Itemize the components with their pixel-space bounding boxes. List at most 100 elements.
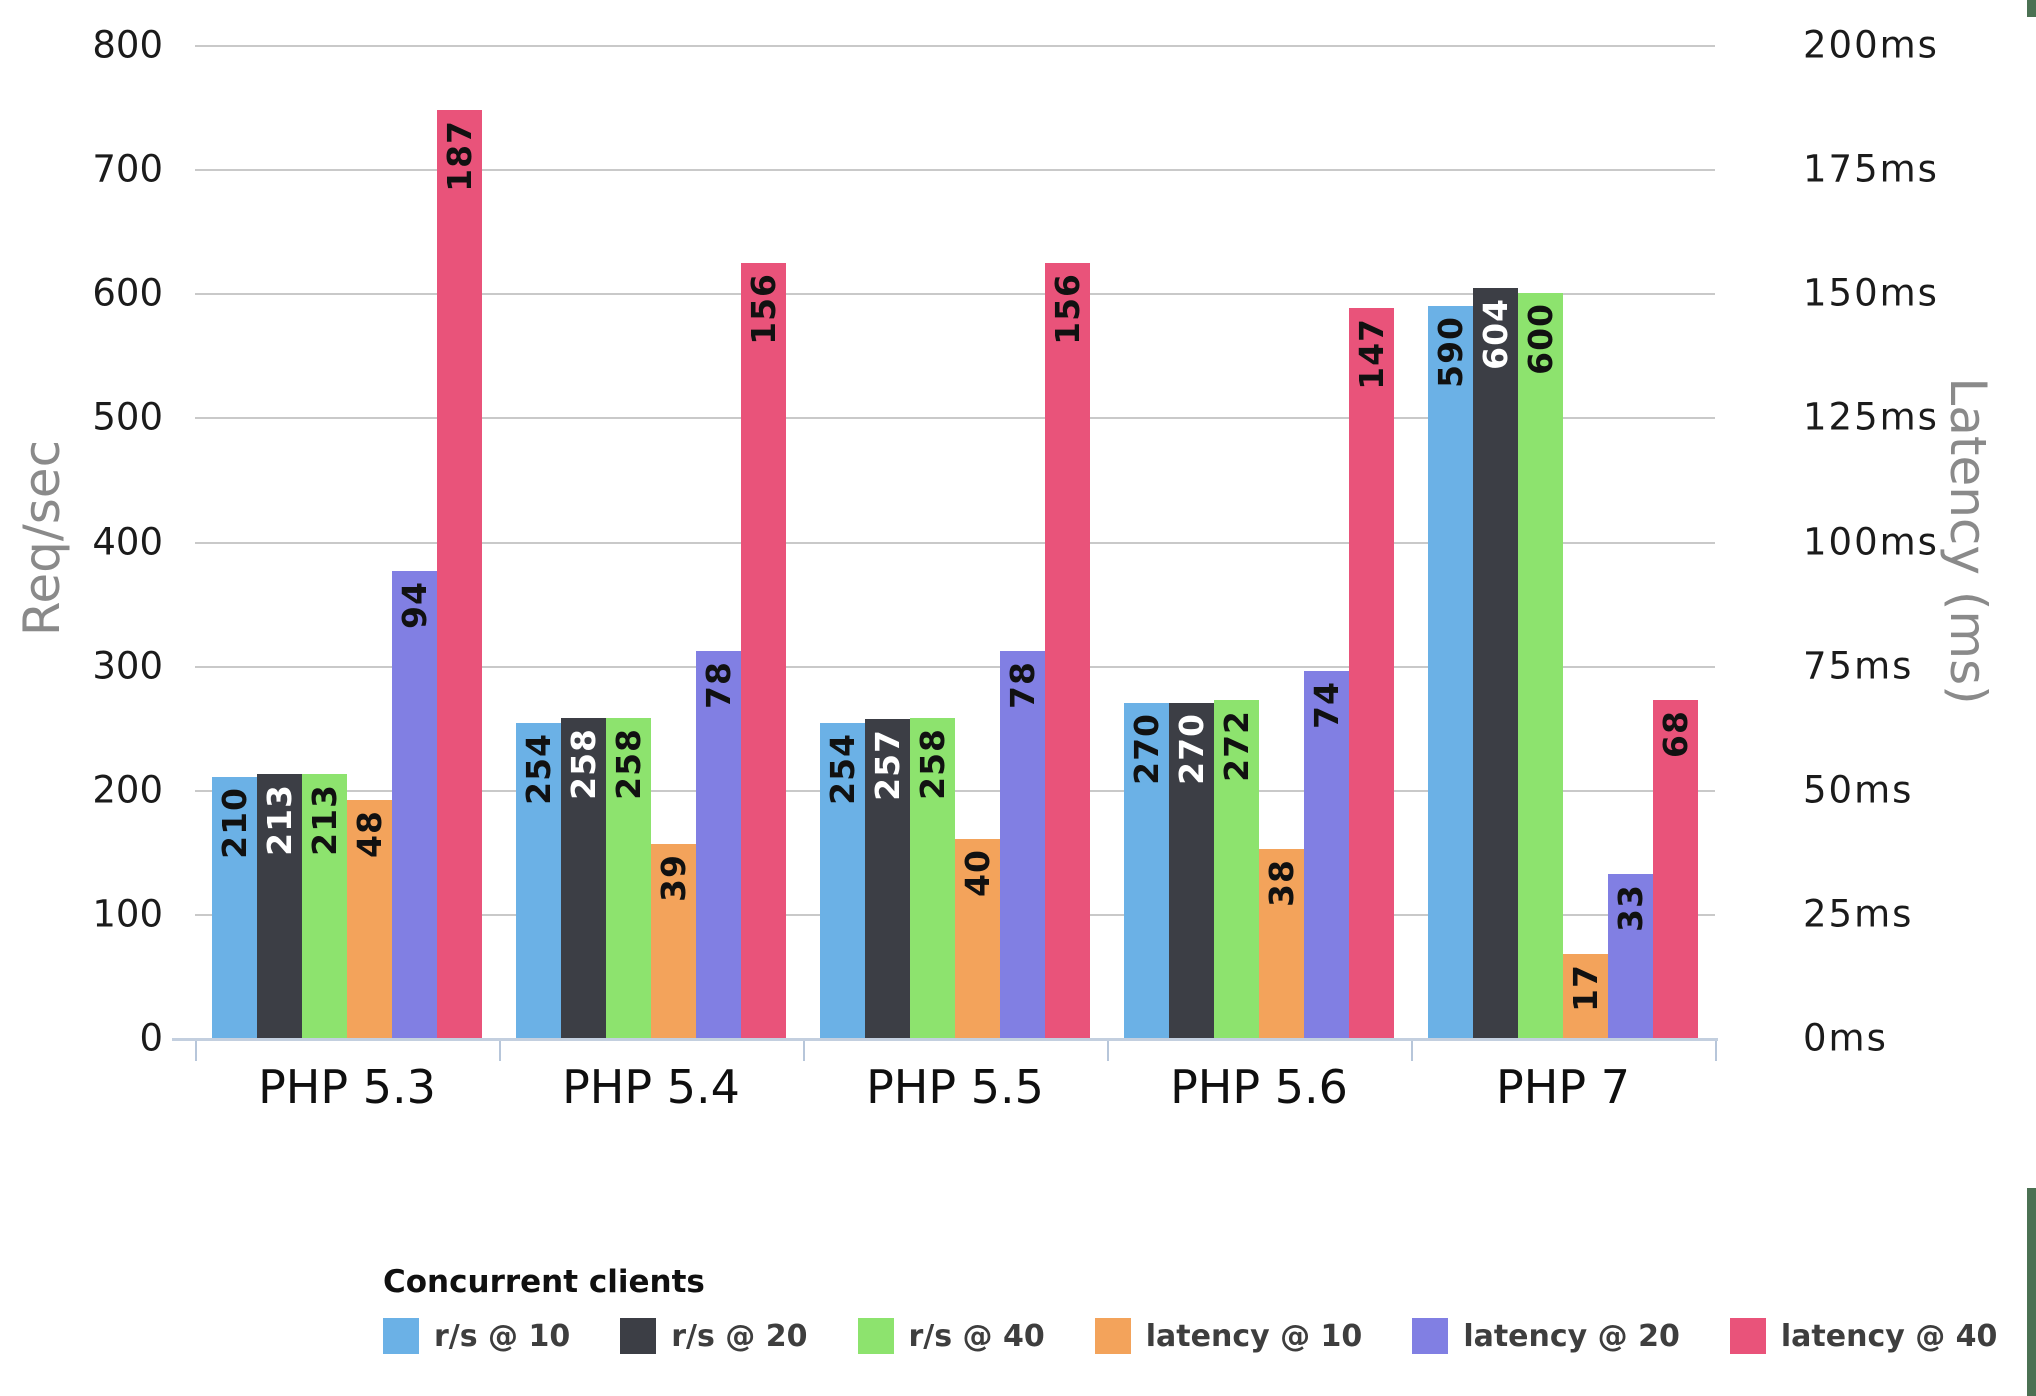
- bar-value-label: 68: [1653, 710, 1698, 758]
- left-axis-tick-label: 200: [92, 768, 163, 812]
- bar-value-label: 270: [1169, 713, 1214, 785]
- legend-title: Concurrent clients: [383, 1264, 705, 1300]
- bar-value-label: 40: [955, 849, 1000, 897]
- bar: 78: [696, 651, 741, 1038]
- legend-label: latency @ 10: [1145, 1318, 1363, 1354]
- gridline: [195, 790, 1715, 792]
- bar-value-text: 94: [395, 581, 434, 629]
- category-label: PHP 7: [1496, 1060, 1630, 1114]
- bar-value-text: 210: [215, 787, 254, 859]
- x-axis-tick: [1411, 1041, 1413, 1061]
- legend-item: latency @ 20: [1412, 1318, 1680, 1354]
- gridline: [195, 666, 1715, 668]
- bar-value-label: 254: [820, 733, 865, 805]
- legend-item: latency @ 40: [1729, 1318, 1998, 1354]
- bar: 48: [347, 800, 392, 1038]
- bar: 40: [955, 839, 1000, 1038]
- bar-value-text: 33: [1611, 884, 1650, 932]
- bar-value-text: 78: [1003, 661, 1042, 709]
- bar: 33: [1608, 874, 1653, 1038]
- bar-value-label: 213: [302, 784, 347, 856]
- bar-value-label: 187: [437, 120, 482, 192]
- bar-value-label: 78: [1000, 661, 1045, 709]
- bar-value-text: 590: [1431, 316, 1470, 388]
- bar: 39: [651, 844, 696, 1038]
- right-axis-tick-label: 125ms: [1803, 395, 1939, 439]
- left-axis-tick-label: 600: [92, 271, 163, 315]
- bar: 17: [1563, 954, 1608, 1038]
- bar-value-label: 33: [1608, 884, 1653, 932]
- left-axis-tick-label: 100: [92, 892, 163, 936]
- bar-value-text: 48: [350, 810, 389, 858]
- bar-value-text: 187: [440, 120, 479, 192]
- bar: 272: [1214, 700, 1259, 1038]
- category-label: PHP 5.4: [562, 1060, 740, 1114]
- bar: 600: [1518, 293, 1563, 1038]
- bar-value-text: 258: [564, 728, 603, 800]
- bar: 257: [865, 719, 910, 1038]
- left-axis-tick-label: 0: [139, 1016, 163, 1060]
- bar-value-label: 213: [257, 784, 302, 856]
- bar-value-text: 40: [958, 849, 997, 897]
- bar-value-text: 147: [1352, 318, 1391, 390]
- legend-item: r/s @ 10: [383, 1318, 570, 1354]
- bar-value-text: 68: [1656, 710, 1695, 758]
- bar-value-text: 213: [260, 784, 299, 856]
- right-axis-title: Latency (ms): [1939, 377, 1997, 705]
- bar-value-text: 272: [1217, 710, 1256, 782]
- bar-value-label: 38: [1259, 859, 1304, 907]
- bar-value-label: 254: [516, 733, 561, 805]
- legend-items: r/s @ 10 r/s @ 20 r/s @ 40 latency @ 10 late…: [383, 1318, 1997, 1354]
- bar: 74: [1304, 671, 1349, 1038]
- legend-label: latency @ 40: [1780, 1318, 1998, 1354]
- gridline: [195, 293, 1715, 295]
- bar: 38: [1259, 849, 1304, 1038]
- bar-value-label: 94: [392, 581, 437, 629]
- bar-value-label: 590: [1428, 316, 1473, 388]
- legend-item: r/s @ 20: [620, 1318, 808, 1354]
- bar: 156: [741, 263, 786, 1038]
- bar-value-label: 258: [910, 728, 955, 800]
- legend-label: r/s @ 40: [908, 1318, 1045, 1354]
- right-axis-tick-label: 25ms: [1803, 892, 1914, 936]
- right-axis-tick-label: 50ms: [1803, 768, 1914, 812]
- bar-value-label: 156: [1045, 273, 1090, 345]
- bar-value-text: 74: [1307, 681, 1346, 729]
- bar: 270: [1124, 703, 1169, 1038]
- right-axis-tick-label: 75ms: [1803, 644, 1914, 688]
- bar-value-text: 17: [1566, 964, 1605, 1012]
- bar-value-label: 604: [1473, 298, 1518, 370]
- legend-label: r/s @ 10: [434, 1318, 571, 1354]
- bar-value-label: 600: [1518, 303, 1563, 375]
- bar-value-label: 210: [212, 787, 257, 859]
- category-label: PHP 5.5: [866, 1060, 1044, 1114]
- x-axis-tick: [1107, 1041, 1109, 1061]
- left-axis-tick-label: 300: [92, 644, 163, 688]
- bar-value-label: 78: [696, 661, 741, 709]
- bar-value-text: 257: [868, 729, 907, 801]
- bar-value-label: 258: [561, 728, 606, 800]
- bar-value-text: 270: [1172, 713, 1211, 785]
- bar-value-text: 258: [913, 728, 952, 800]
- bar: 147: [1349, 308, 1394, 1038]
- category-label: PHP 5.3: [258, 1060, 436, 1114]
- bar-value-text: 213: [305, 784, 344, 856]
- bar: 94: [392, 571, 437, 1038]
- bar: 210: [212, 777, 257, 1038]
- x-axis-tick: [1715, 1041, 1717, 1061]
- bar-value-text: 78: [699, 661, 738, 709]
- gridline: [195, 169, 1715, 171]
- category-label: PHP 5.6: [1170, 1060, 1348, 1114]
- legend-label: latency @ 20: [1463, 1318, 1680, 1354]
- bar-value-text: 254: [823, 733, 862, 805]
- bar: 78: [1000, 651, 1045, 1038]
- bar-value-text: 156: [744, 273, 783, 345]
- bar-value-text: 38: [1262, 859, 1301, 907]
- legend-swatch: [1729, 1318, 1766, 1354]
- page-edge-accent-top: [2027, 0, 2036, 17]
- bar-value-label: 257: [865, 729, 910, 801]
- bar-value-text: 604: [1476, 298, 1515, 370]
- bar: 68: [1653, 700, 1698, 1038]
- page-edge-accent-bottom: [2027, 1188, 2036, 1396]
- bar: 604: [1473, 288, 1518, 1038]
